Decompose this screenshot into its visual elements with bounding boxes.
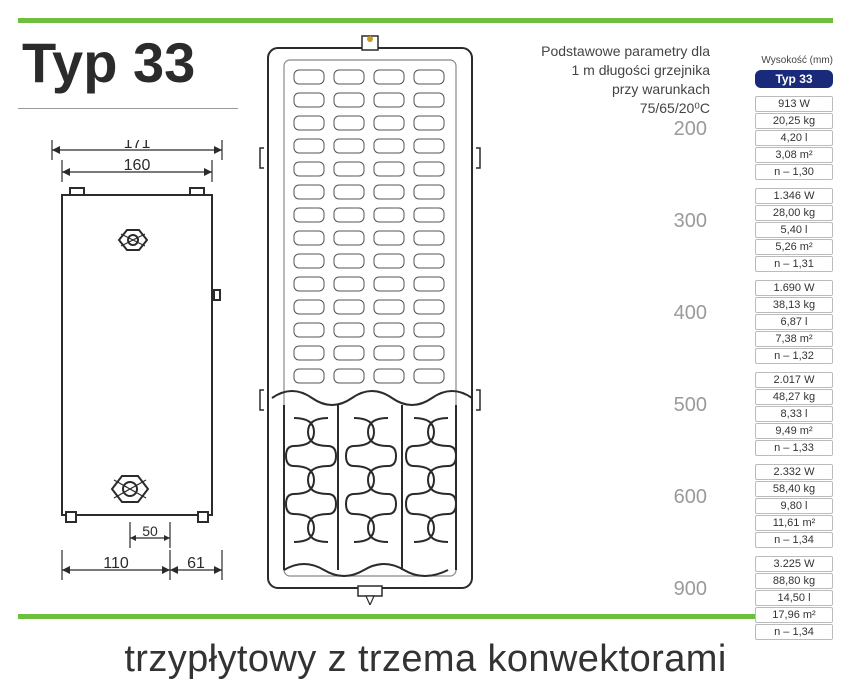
- spec-row: 7,38 m²: [755, 331, 833, 347]
- spec-row: 38,13 kg: [755, 297, 833, 313]
- spec-group-900: 9003.225 W88,80 kg14,50 l17,96 m²n – 1,3…: [713, 556, 833, 640]
- spec-row: 88,80 kg: [755, 573, 833, 589]
- spec-row: 9,49 m²: [755, 423, 833, 439]
- dim-110: 110: [103, 555, 129, 572]
- dim-50: 50: [142, 523, 158, 539]
- spec-row: 5,40 l: [755, 222, 833, 238]
- spec-group-300: 3001.346 W28,00 kg5,40 l5,26 m²n – 1,31: [713, 188, 833, 272]
- spec-row: 913 W: [755, 96, 833, 112]
- params-line4: 75/65/20⁰C: [500, 99, 710, 118]
- spec-group-600: 6002.332 W58,40 kg9,80 l11,61 m²n – 1,34: [713, 464, 833, 548]
- spec-column: Wysokość (mm) Typ 33 200913 W20,25 kg4,2…: [713, 55, 833, 641]
- dim-160: 160: [124, 157, 151, 174]
- spec-height-label: 200: [667, 118, 707, 141]
- bottom-caption: trzypłytowy z trzema konwektorami: [0, 638, 851, 681]
- spec-row: 11,61 m²: [755, 515, 833, 531]
- spec-group-200: 200913 W20,25 kg4,20 l3,08 m²n – 1,30: [713, 96, 833, 180]
- spec-row: 8,33 l: [755, 406, 833, 422]
- spec-row: 2.332 W: [755, 464, 833, 480]
- page-title: Typ 33: [22, 30, 195, 95]
- spec-row: 3.225 W: [755, 556, 833, 572]
- spec-row: n – 1,32: [755, 348, 833, 364]
- parameters-caption: Podstawowe parametry dla 1 m długości gr…: [500, 42, 710, 118]
- spec-height-label: 500: [667, 394, 707, 417]
- side-view-svg: 171 160: [22, 140, 242, 610]
- spec-row: 17,96 m²: [755, 607, 833, 623]
- spec-row: 5,26 m²: [755, 239, 833, 255]
- spec-row: 4,20 l: [755, 130, 833, 146]
- spec-row: 48,27 kg: [755, 389, 833, 405]
- params-line3: przy warunkach: [500, 80, 710, 99]
- spec-row: n – 1,34: [755, 532, 833, 548]
- spec-row: 1.346 W: [755, 188, 833, 204]
- spec-row: n – 1,30: [755, 164, 833, 180]
- spec-row: n – 1,31: [755, 256, 833, 272]
- spec-group-400: 4001.690 W38,13 kg6,87 l7,38 m²n – 1,32: [713, 280, 833, 364]
- spec-group-500: 5002.017 W48,27 kg8,33 l9,49 m²n – 1,33: [713, 372, 833, 456]
- spec-header-label: Wysokość (mm): [713, 55, 833, 66]
- spec-height-label: 900: [667, 578, 707, 601]
- spec-row: 58,40 kg: [755, 481, 833, 497]
- spec-row: 1.690 W: [755, 280, 833, 296]
- spec-row: 28,00 kg: [755, 205, 833, 221]
- dim-61: 61: [187, 555, 205, 572]
- spec-header-chip: Typ 33: [755, 70, 833, 88]
- side-view-diagram: 171 160: [22, 140, 242, 615]
- spec-height-label: 600: [667, 486, 707, 509]
- spec-row: 3,08 m²: [755, 147, 833, 163]
- title-underline: [18, 108, 238, 109]
- front-view-diagram: [258, 30, 482, 605]
- params-line1: Podstawowe parametry dla: [500, 42, 710, 61]
- top-green-bar: [18, 18, 833, 23]
- dim-171: 171: [124, 140, 151, 152]
- spec-row: 9,80 l: [755, 498, 833, 514]
- spec-row: n – 1,33: [755, 440, 833, 456]
- spec-height-label: 400: [667, 302, 707, 325]
- spec-row: 6,87 l: [755, 314, 833, 330]
- spec-height-label: 300: [667, 210, 707, 233]
- spec-row: 14,50 l: [755, 590, 833, 606]
- spec-row: 2.017 W: [755, 372, 833, 388]
- spec-row: 20,25 kg: [755, 113, 833, 129]
- params-line2: 1 m długości grzejnika: [500, 61, 710, 80]
